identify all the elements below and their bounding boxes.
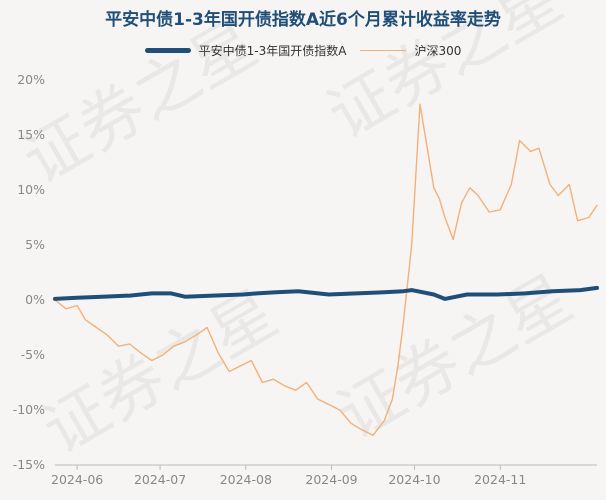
x-tick-label: 2024-06 — [51, 472, 103, 487]
legend: 平安中债1-3年国开债指数A 沪深300 — [0, 42, 606, 59]
watermark-text: 证券之星 — [31, 277, 290, 469]
y-tick-label: 20% — [17, 72, 45, 87]
y-tick-label: 0% — [25, 292, 45, 307]
legend-label-hs300: 沪深300 — [414, 44, 462, 58]
x-tick-label: 2024-08 — [220, 472, 272, 487]
watermark-text: 证券之星 — [11, 7, 270, 199]
y-tick-label: 5% — [25, 237, 45, 252]
series-line-fund — [53, 285, 599, 301]
x-tick-label: 2024-11 — [474, 472, 526, 487]
y-tick-label: -15% — [13, 457, 45, 472]
y-tick-label: 15% — [17, 127, 45, 142]
plot-area — [53, 103, 599, 436]
legend-item-fund[interactable]: 平安中债1-3年国开债指数A — [144, 42, 347, 59]
legend-swatch-fund — [144, 48, 191, 53]
y-tick-label: 10% — [17, 182, 45, 197]
legend-item-hs300[interactable]: 沪深300 — [360, 42, 461, 59]
x-tick-label: 2024-10 — [388, 472, 440, 487]
x-tick-label: 2024-09 — [305, 472, 357, 487]
y-tick-label: -5% — [21, 347, 45, 362]
legend-swatch-hs300 — [360, 50, 407, 51]
series-line-hs300 — [54, 103, 598, 436]
legend-label-fund: 平安中债1-3年国开债指数A — [198, 44, 347, 58]
x-tick-label: 2024-07 — [134, 472, 186, 487]
chart-title: 平安中债1-3年国开债指数A近6个月累计收益率走势 — [105, 10, 501, 30]
y-tick-label: -10% — [13, 402, 45, 417]
axes: 20% 15% 10% 5% 0% -5% -10% -15% 2024-06 2024-07 20… — [13, 72, 597, 487]
